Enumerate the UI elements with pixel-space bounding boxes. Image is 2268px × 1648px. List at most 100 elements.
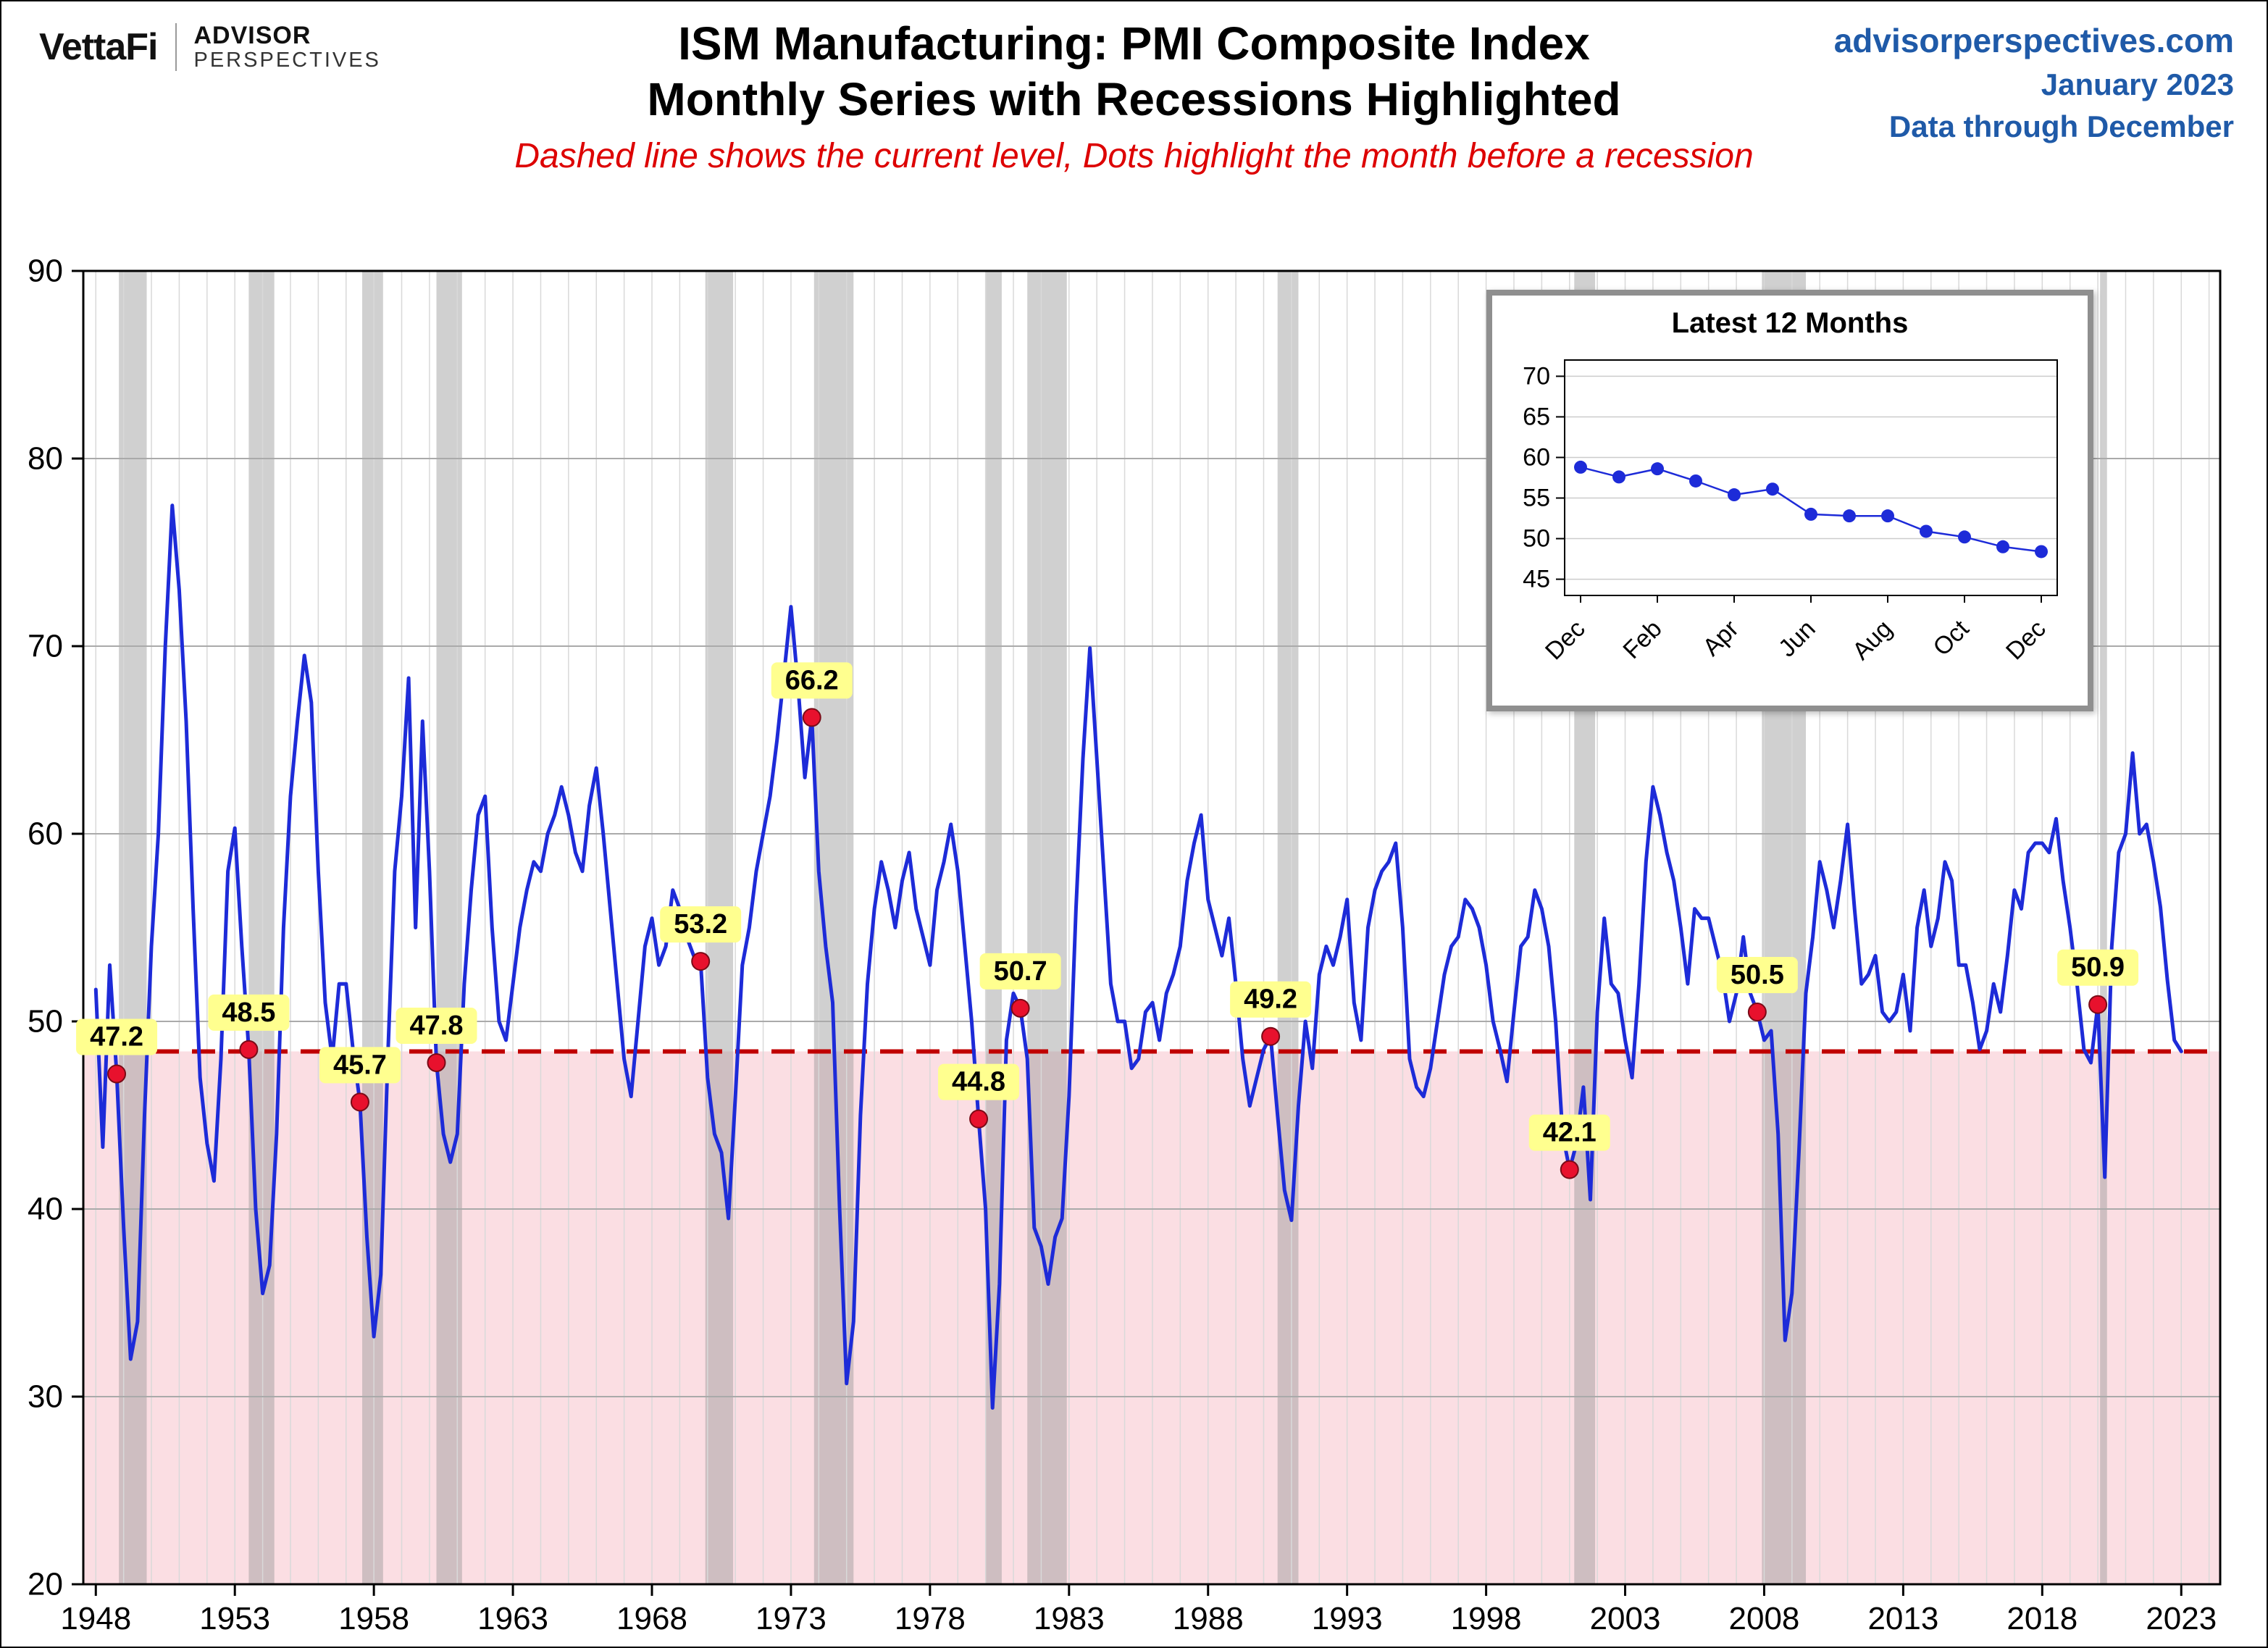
x-tick-label: 1988: [1173, 1601, 1244, 1636]
inset-x-tick-label: Jun: [1773, 615, 1821, 663]
vettafi-logo: VettaFi: [39, 26, 158, 68]
y-tick-label: 40: [28, 1192, 63, 1227]
y-tick-label: 90: [28, 254, 63, 289]
dot-label-bg: [1716, 957, 1798, 994]
dot-label-bg: [319, 1047, 401, 1084]
inset-point: [1612, 470, 1625, 484]
inset-point: [1996, 540, 2009, 553]
publish-date: January 2023: [2041, 67, 2234, 101]
y-tick-label: 30: [28, 1379, 63, 1415]
dot-label-bg: [771, 662, 853, 699]
recession-dot: [802, 708, 821, 727]
recession-band: [985, 271, 1002, 1584]
dot-label-bg: [979, 953, 1061, 990]
inset-x-tick-label: Feb: [1618, 615, 1667, 664]
x-tick-label: 1998: [1451, 1601, 1522, 1636]
x-tick-label: 1963: [477, 1601, 548, 1636]
level-gridlines: [83, 458, 2220, 1397]
recession-dot: [350, 1092, 369, 1112]
recession-dot: [239, 1040, 259, 1059]
inset-title: Latest 12 Months: [1671, 307, 1909, 339]
recession-band: [436, 271, 462, 1584]
pre-recession-dots: 47.2 48.5 45.7 47.8 53.2 66.2 44.8 50.7 49.2 42.1…: [76, 662, 2139, 1179]
chart-subtitle: Dashed line shows the current level, Dot…: [514, 136, 1754, 175]
chart-title-line1: ISM Manufacturing: PMI Composite Index: [678, 17, 1590, 70]
inset-point: [1881, 509, 1894, 523]
inset-point: [1651, 462, 1664, 476]
y-tick-label: 80: [28, 441, 63, 477]
inset-chart: 45 50 55 60 65 70 Dec Feb Apr Jun Aug Oct Dec: [1523, 359, 2058, 666]
header-meta: advisorperspectives.com January 2023 Dat…: [1834, 20, 2234, 147]
data-through: Data through December: [1888, 109, 2234, 144]
dot-label: 44.8: [952, 1067, 1005, 1097]
dot-label: 48.5: [222, 997, 275, 1028]
inset-point: [1728, 488, 1741, 502]
advisor-perspectives-logo: ADVISOR PERSPECTIVES: [193, 22, 381, 70]
x-tick-label: 2018: [2007, 1601, 2077, 1636]
dot-label: 49.2: [1244, 984, 1297, 1015]
x-tick-label: 2013: [1867, 1601, 1938, 1636]
y-tick-label: 60: [28, 816, 63, 852]
inset-y-tick-label: 60: [1523, 443, 1550, 471]
recession-dot: [1747, 1003, 1767, 1022]
inset-grid: [1565, 375, 2057, 580]
dot-label: 50.9: [2071, 953, 2125, 983]
inset-y-tick-label: 70: [1523, 362, 1550, 390]
recession-dot: [1010, 998, 1030, 1018]
inset-y-tick-label: 45: [1523, 566, 1550, 593]
recession-dot: [2088, 995, 2108, 1014]
dot-label-bg: [1528, 1114, 1610, 1151]
x-tick-label: 2008: [1729, 1601, 1800, 1636]
plot-frame: [82, 269, 2222, 1586]
recession-band: [362, 271, 383, 1584]
dot-label: 53.2: [674, 909, 727, 940]
y-tick-label: 70: [28, 629, 63, 664]
y-tick-label: 20: [28, 1567, 63, 1602]
recession-band: [1277, 271, 1299, 1584]
recession-dot: [969, 1109, 989, 1129]
x-axis: 1948 1953 1958 1963 1968 1973 1978 1983 1988 1993…: [60, 1584, 2217, 1636]
inset-x-tick-label: Aug: [1847, 615, 1898, 666]
recession-dot: [691, 952, 711, 971]
x-tick-label: 1968: [616, 1601, 687, 1636]
recession-dot: [107, 1064, 127, 1084]
x-tick-label: 1983: [1034, 1601, 1105, 1636]
dot-label: 50.7: [994, 956, 1047, 987]
inset-point: [2035, 545, 2048, 559]
recession-dot: [1261, 1026, 1281, 1046]
inset-y-tick-label: 55: [1523, 485, 1550, 512]
dot-label-bg: [208, 994, 290, 1031]
inset-point: [1958, 530, 1971, 544]
chart-titles: ISM Manufacturing: PMI Composite Index M…: [1, 16, 2267, 176]
below-current-zone: [83, 1051, 2220, 1584]
inset-point: [1766, 482, 1779, 496]
x-tick-label: 1958: [338, 1601, 409, 1636]
pmi-line: [93, 503, 2183, 1410]
inset-point: [1804, 507, 1817, 521]
dot-label: 45.7: [333, 1050, 387, 1080]
inset-x-tick-label: Apr: [1697, 615, 1744, 661]
dot-label: 50.5: [1731, 960, 1784, 990]
y-axis: 20 30 40 50 60 70 80 90: [28, 254, 83, 1602]
chart-title-line2: Monthly Series with Recessions Highlight…: [647, 72, 1621, 125]
inset-y-tick-label: 65: [1523, 403, 1550, 430]
recession-dot: [1560, 1160, 1579, 1179]
inset-latest-12-months: Latest 12 Months 45 50 55 60 65 70 Dec Feb Apr Ju…: [1486, 290, 2093, 711]
advisor-label: ADVISOR: [193, 22, 311, 50]
dot-label: 66.2: [785, 665, 839, 695]
inset-x-tick-label: Oct: [1928, 614, 1975, 661]
x-tick-label: 1993: [1312, 1601, 1383, 1636]
inset-point: [1920, 524, 1933, 538]
dot-label: 47.8: [410, 1011, 464, 1041]
x-tick-label: 1978: [895, 1601, 966, 1636]
source-site: advisorperspectives.com: [1833, 22, 2234, 59]
x-tick-label: 2023: [2146, 1601, 2217, 1636]
inset-point: [1574, 460, 1587, 474]
recession-dot: [427, 1053, 446, 1072]
inset-point: [1843, 509, 1856, 523]
dot-label-bg: [2057, 949, 2139, 986]
recession-band: [1027, 271, 1067, 1584]
dot-label-bg: [938, 1063, 1020, 1100]
x-tick-label: 1953: [199, 1601, 270, 1636]
